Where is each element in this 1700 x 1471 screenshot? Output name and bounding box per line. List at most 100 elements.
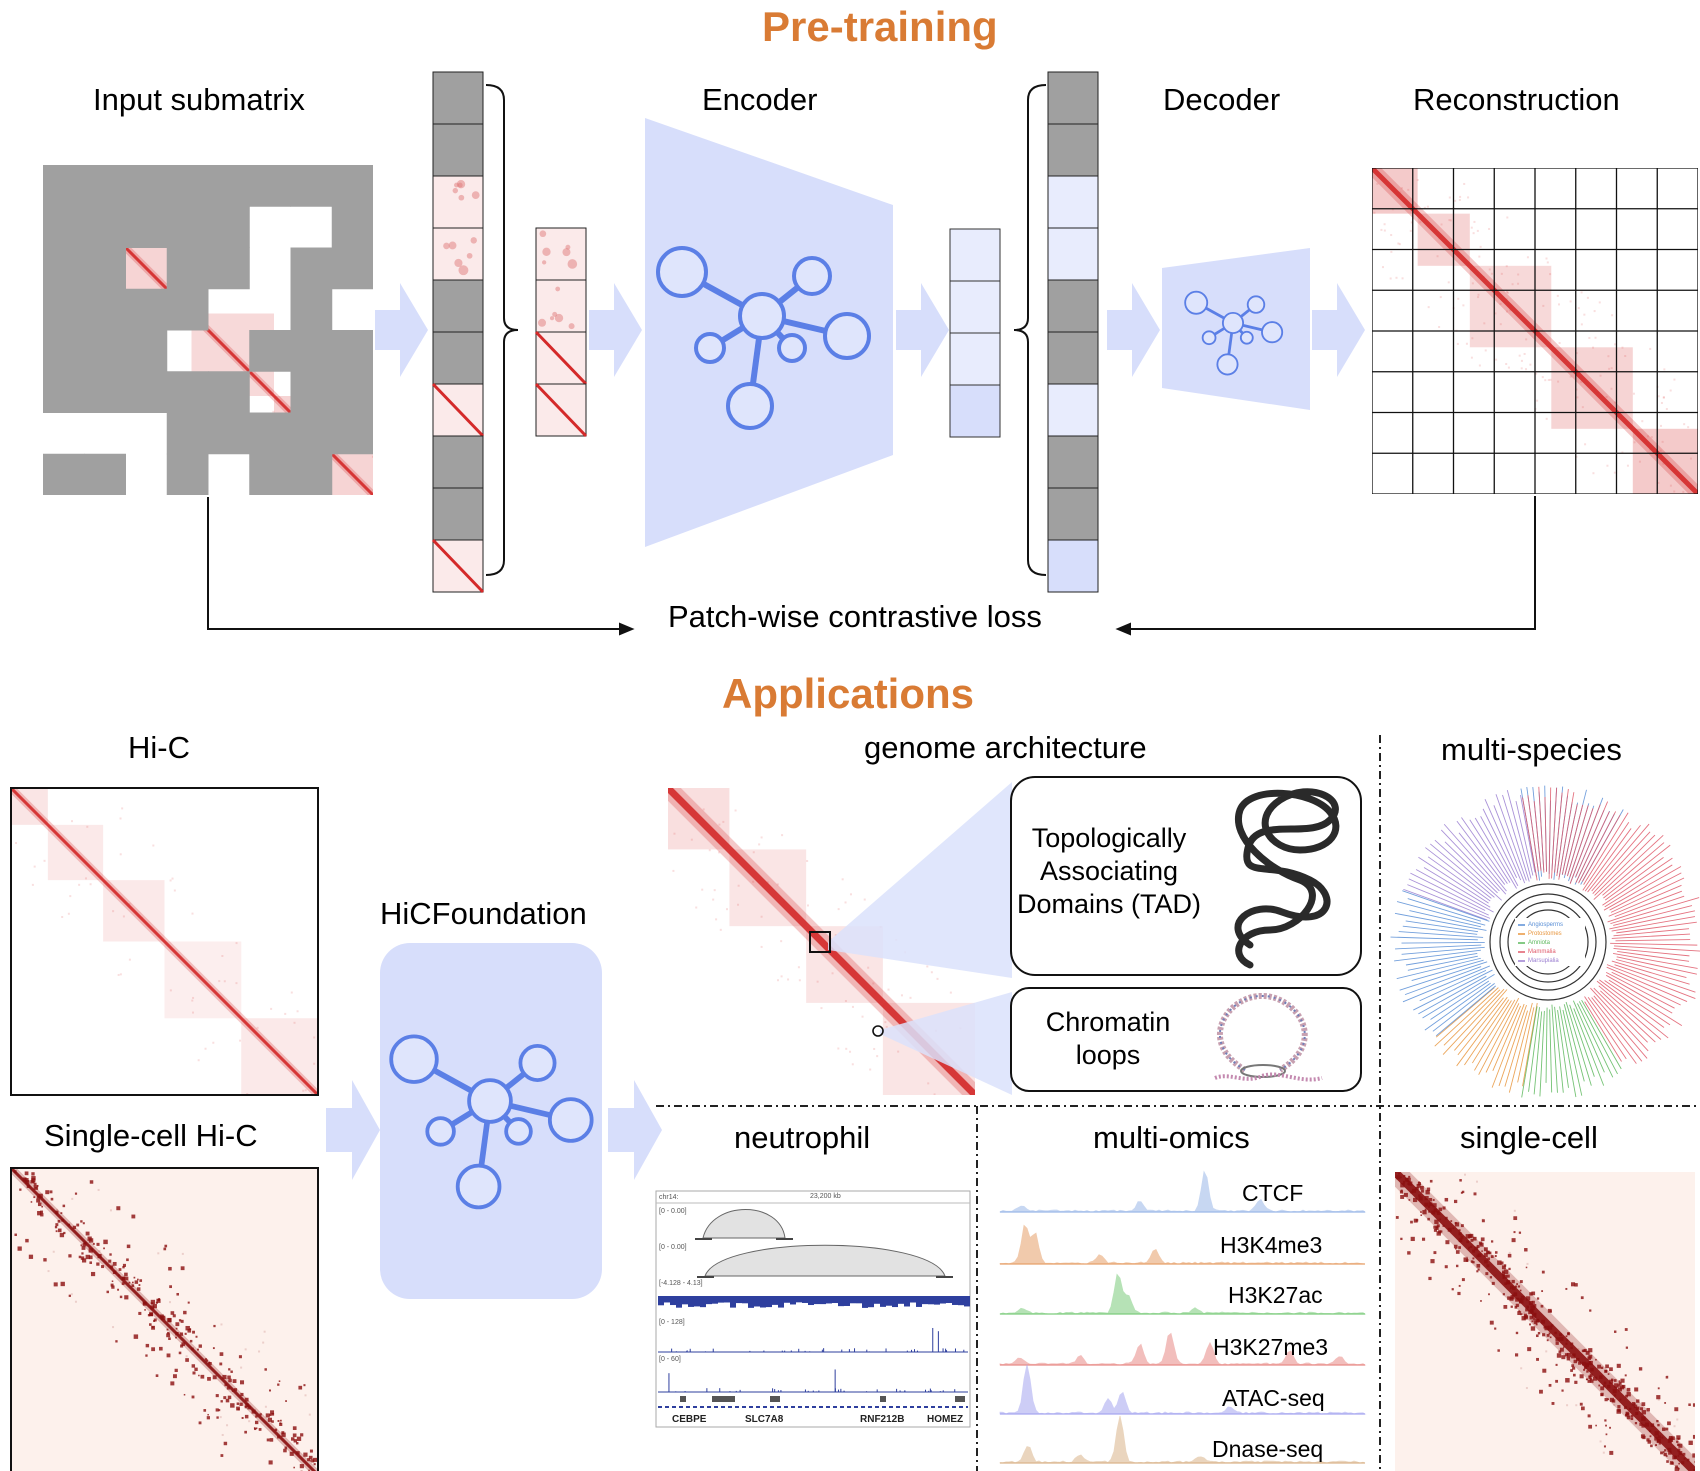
contact-dot: [1451, 1288, 1454, 1291]
contact-dot: [185, 1358, 189, 1362]
contact-dot: [208, 1361, 211, 1364]
contact-dot: [1518, 1310, 1521, 1313]
contact-dot: [225, 1398, 230, 1403]
contact-dot: [1660, 424, 1663, 427]
contact-dot: [1485, 1272, 1489, 1276]
contact-dot: [111, 1280, 114, 1283]
contact-dot: [1570, 1342, 1574, 1346]
contact-dot: [1433, 1225, 1437, 1229]
tree-branch: [1413, 969, 1493, 1011]
contact-dot: [152, 844, 155, 847]
contact-dot: [1555, 1341, 1559, 1345]
contact-dot: [1397, 242, 1400, 245]
contact-dot: [1533, 1312, 1537, 1316]
tree-branch: [1458, 832, 1507, 892]
contact-dot: [153, 1319, 156, 1322]
contact-dot: [1458, 1246, 1461, 1249]
contact-dot: [35, 1186, 37, 1189]
masked-patch: [84, 206, 126, 248]
contact-dot: [1678, 1462, 1680, 1465]
tree-branch: [1549, 1009, 1553, 1093]
tree-branch: [1402, 890, 1490, 922]
contact-dot: [167, 1331, 170, 1335]
contact-dot: [179, 1332, 184, 1336]
contact-dot: [1604, 1419, 1607, 1422]
tree-branch: [1408, 878, 1489, 916]
contact-dot: [1667, 1447, 1672, 1452]
contact-dot: [1515, 1285, 1518, 1288]
contact-dot: [1547, 1308, 1552, 1313]
contact-dot: [1614, 1394, 1617, 1397]
contact-dot: [112, 910, 115, 913]
igv-bar: [664, 1296, 670, 1303]
tree-branch: [1405, 920, 1479, 933]
multi-omics-tracks: [999, 1170, 1367, 1464]
masked-patch: [125, 165, 168, 207]
tree-branch: [1591, 997, 1643, 1062]
embedding-token: [949, 384, 1001, 438]
contact-dot: [97, 1253, 102, 1259]
contact-dot: [776, 883, 779, 886]
tree-branch: [1474, 999, 1516, 1071]
contact-dot: [1682, 490, 1685, 493]
tree-branch: [1502, 794, 1530, 882]
tree-branch: [1478, 997, 1520, 1075]
masked-patch: [166, 206, 209, 248]
contact-dot: [56, 1212, 58, 1215]
contact-dot: [1616, 1363, 1621, 1368]
contact-dot: [798, 979, 801, 982]
contact-dot: [1516, 1283, 1519, 1285]
contact-dot: [231, 1390, 234, 1392]
contact-dot: [1608, 1384, 1611, 1387]
contact-dot: [1614, 401, 1617, 404]
tree-branch: [1608, 979, 1683, 1026]
multi-species-label: multi-species: [1441, 732, 1622, 767]
contact-dot: [219, 1352, 224, 1356]
contact-dot: [816, 980, 819, 983]
igv-bar: [784, 1296, 790, 1303]
contact-dot: [1594, 336, 1597, 339]
loop-marker: [872, 1025, 884, 1037]
contact-dot: [1657, 1387, 1660, 1390]
contact-dot: [82, 1242, 87, 1247]
contact-dot: [1459, 195, 1462, 198]
contact-dot: [1424, 1202, 1429, 1207]
contact-dot: [169, 1285, 172, 1289]
contact-dot: [1665, 1427, 1669, 1431]
contact-dot: [885, 1025, 888, 1028]
contact-dot: [60, 1281, 65, 1287]
contact-dot: [244, 1348, 247, 1351]
contact-dot: [236, 1402, 240, 1405]
contact-dot: [1669, 484, 1672, 487]
tree-branch: [1606, 964, 1696, 999]
contact-dot: [1634, 1422, 1638, 1425]
contact-dot: [1546, 1339, 1549, 1342]
tree-branch: [1484, 798, 1522, 881]
igv-bar: [964, 1296, 970, 1307]
contact-dot: [1693, 1469, 1695, 1471]
contact-dot: [1546, 261, 1549, 264]
igv-bar: [718, 1296, 724, 1303]
contact-dot: [1632, 392, 1635, 395]
contact-dot: [172, 1374, 177, 1379]
network-node: [726, 382, 774, 430]
contact-dot: [1399, 191, 1402, 194]
contact-dot: [131, 1214, 136, 1219]
contact-dot: [169, 1301, 172, 1304]
contact-dot: [71, 1197, 74, 1200]
contact-dot: [1603, 1381, 1607, 1385]
contact-dot: [117, 973, 120, 976]
contact-dot: [87, 1236, 92, 1241]
igv-bar: [748, 1296, 754, 1308]
contact-dot: [1623, 1406, 1627, 1410]
contact-dot: [1506, 1274, 1510, 1278]
contact-dot: [1442, 1206, 1446, 1210]
tree-branch: [1604, 980, 1671, 1026]
contact-dot: [47, 1270, 50, 1273]
tree-branch: [1559, 1006, 1577, 1098]
contact-dot: [1634, 1387, 1639, 1392]
contact-dot: [1619, 1385, 1625, 1390]
contact-dot: [1513, 1216, 1518, 1221]
igv-scale: 23,200 kb: [810, 1193, 841, 1200]
tree-branch: [1544, 797, 1547, 872]
